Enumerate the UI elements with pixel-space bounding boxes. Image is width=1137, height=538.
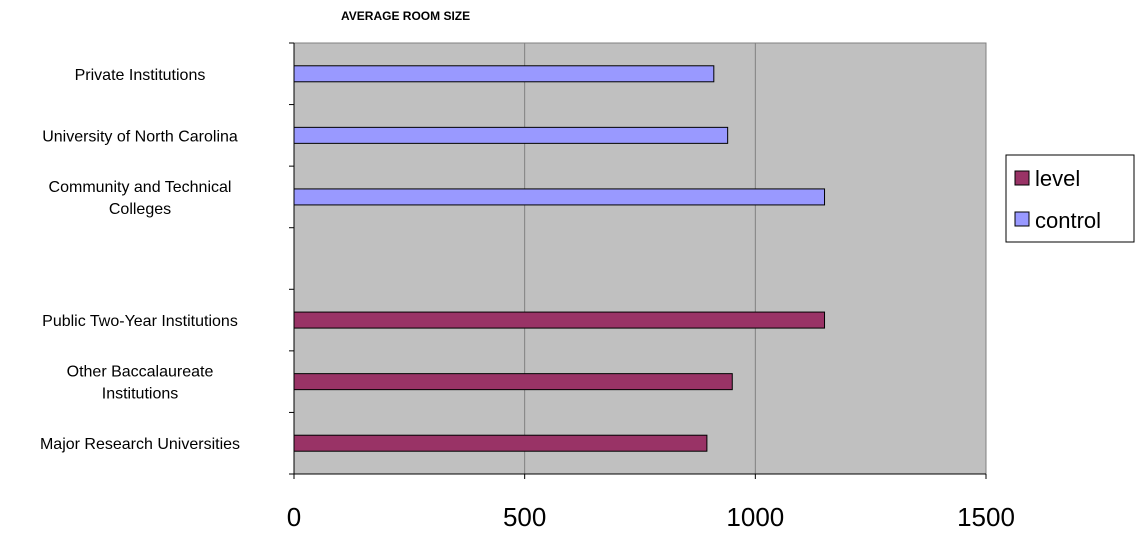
category-label-2-1: Colleges: [109, 201, 171, 218]
legend: level control: [1005, 154, 1135, 243]
bar-level-6: [293, 434, 708, 452]
bar-control-0: [293, 65, 715, 83]
bar-level-5: [293, 373, 733, 391]
chart-title: AVERAGE ROOM SIZE: [341, 9, 470, 23]
bar-level-4: [293, 311, 826, 329]
category-label-6-0: Major Research Universities: [40, 436, 240, 453]
bar-control-2: [293, 188, 826, 206]
category-label-5-1: Institutions: [102, 386, 178, 403]
legend-label-control: control: [1035, 208, 1101, 233]
x-tick-label-0: 0: [287, 502, 301, 532]
x-tick-label-1000: 1000: [726, 502, 784, 532]
legend-label-level: level: [1035, 166, 1080, 191]
gridlines: [524, 43, 756, 474]
x-tick-label-500: 500: [503, 502, 546, 532]
category-label-5-0: Other Baccalaureate: [67, 364, 214, 381]
legend-swatch-level: [1014, 170, 1030, 186]
axes: [289, 42, 987, 479]
category-label-1-0: University of North Carolina: [42, 128, 238, 145]
x-tick-label-1500: 1500: [957, 502, 1015, 532]
bars: [293, 65, 826, 452]
category-label-0-0: Private Institutions: [75, 67, 206, 84]
x-tick-labels: 0 500 1000 1500: [287, 502, 1015, 532]
category-labels: Private Institutions University of North …: [40, 67, 240, 453]
bar-control-1: [293, 126, 729, 144]
category-label-2-0: Community and Technical: [49, 179, 232, 196]
legend-swatch-control: [1014, 211, 1030, 227]
legend-box: [1005, 154, 1135, 243]
category-label-4-0: Public Two-Year Institutions: [42, 313, 238, 330]
plot-area: [293, 42, 987, 475]
